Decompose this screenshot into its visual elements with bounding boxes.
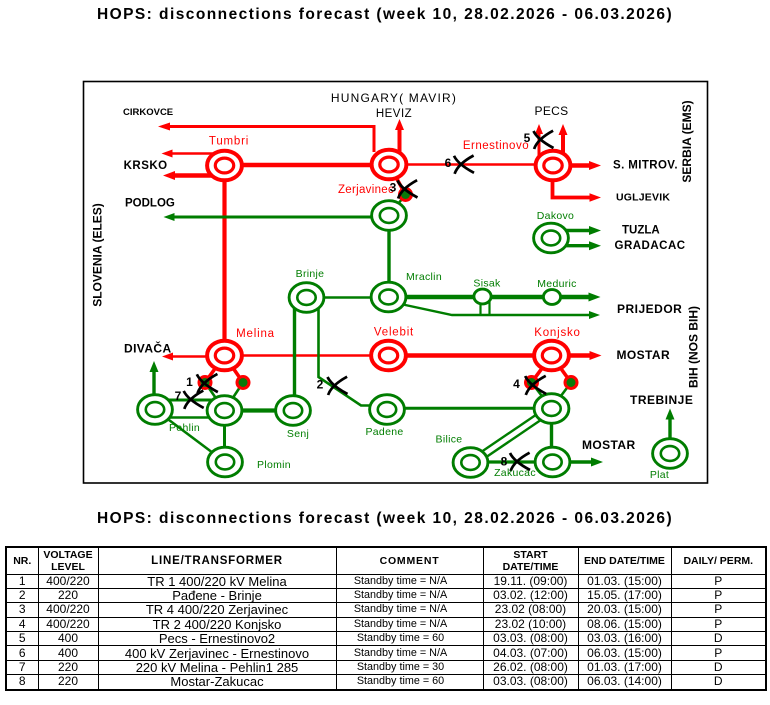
svg-text:Zakucac: Zakucac [494,467,536,479]
svg-text:UGLJEVIK: UGLJEVIK [616,192,670,204]
svg-text:6: 6 [445,156,452,170]
svg-text:Meduric: Meduric [537,278,576,290]
svg-text:Plomin: Plomin [257,459,291,471]
svg-text:Senj: Senj [287,428,309,440]
svg-text:MOSTAR: MOSTAR [617,348,671,362]
svg-text:CIRKOVCE: CIRKOVCE [123,107,173,118]
svg-text:TREBINJE: TREBINJE [630,393,693,407]
svg-text:Mraclin: Mraclin [406,271,442,283]
svg-text:Sisak: Sisak [473,278,501,290]
svg-text:Melina: Melina [236,328,275,340]
svg-text:Pehlin: Pehlin [169,422,200,434]
svg-text:8: 8 [501,455,508,469]
svg-text:KRSKO: KRSKO [124,160,168,172]
svg-text:Velebit: Velebit [374,327,414,339]
svg-text:Plat: Plat [650,469,669,481]
svg-text:5: 5 [524,131,531,145]
svg-text:HUNGARY( MAVIR): HUNGARY( MAVIR) [331,91,457,105]
svg-text:Tumbri: Tumbri [209,136,249,148]
svg-text:Padene: Padene [365,426,403,438]
svg-text:S. MITROV.: S. MITROV. [613,160,678,172]
svg-text:Zerjavinec: Zerjavinec [338,184,394,196]
svg-text:BIH (NOS BIH): BIH (NOS BIH) [687,306,701,388]
svg-text:TUZLA: TUZLA [622,225,660,237]
svg-text:GRADACAC: GRADACAC [615,240,686,252]
svg-text:Ernestinovo: Ernestinovo [463,140,529,152]
svg-text:SLOVENIA (ELES): SLOVENIA (ELES) [91,203,105,307]
svg-text:4: 4 [513,377,520,391]
svg-text:1: 1 [186,375,193,389]
svg-text:PRIJEDOR: PRIJEDOR [617,302,682,316]
svg-text:Dakovo: Dakovo [537,210,574,222]
svg-text:PECS: PECS [535,104,569,118]
svg-text:Brinje: Brinje [296,268,325,280]
svg-text:MOSTAR: MOSTAR [582,438,636,452]
svg-text:2: 2 [317,378,324,392]
svg-text:3: 3 [390,181,397,195]
svg-text:DIVAČA: DIVAČA [124,341,172,356]
svg-text:Konjsko: Konjsko [534,327,581,339]
svg-text:PODLOG: PODLOG [125,198,175,210]
svg-text:HEVIZ: HEVIZ [376,108,412,120]
svg-text:Bilice: Bilice [436,434,463,446]
svg-text:7: 7 [175,389,182,403]
svg-text:SERBIA (EMS): SERBIA (EMS) [680,100,694,182]
